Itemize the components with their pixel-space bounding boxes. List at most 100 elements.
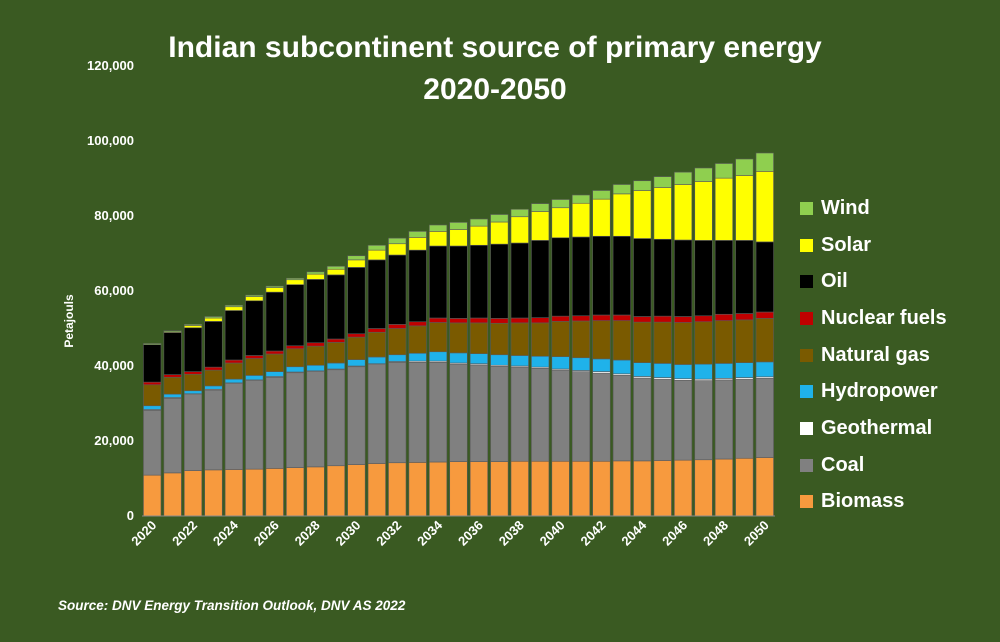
y-axis-label: Petajouls [62, 294, 76, 348]
bar-hydropower-2048 [714, 363, 734, 379]
bar-hydropower-2034 [428, 351, 448, 362]
chart-legend: Wind Solar Oil Nuclear fuels Natural gas Hydr… [800, 190, 947, 520]
bar-nuclear-fuels-2020 [143, 381, 162, 386]
bar-natural-gas-2023 [204, 369, 223, 387]
bar-oil-2048 [714, 240, 734, 315]
bar-biomass-2024 [224, 469, 243, 517]
bar-wind-2033 [408, 231, 427, 238]
bar-hydropower-2029 [326, 362, 346, 370]
bar-oil-2030 [347, 267, 366, 335]
legend-item-hydropower: Hydropower [800, 373, 947, 410]
legend-item-nuclear-fuels: Nuclear fuels [800, 300, 947, 337]
x-tick-label: 2022 [169, 518, 200, 549]
bar-oil-2032 [388, 254, 407, 325]
bar-nuclear-fuels-2026 [265, 350, 284, 355]
bar-natural-gas-2037 [490, 322, 509, 356]
bar-coal-2025 [245, 380, 264, 470]
bar-wind-2026 [265, 285, 284, 288]
bar-hydropower-2033 [408, 352, 427, 362]
y-tick-label: 120,000 [87, 58, 134, 73]
bar-oil-2035 [449, 245, 468, 319]
source-note: Source: DNV Energy Transition Outlook, D… [58, 598, 406, 613]
bar-nuclear-fuels-2023 [204, 366, 223, 371]
bar-oil-2022 [183, 327, 203, 372]
bar-coal-2035 [449, 363, 468, 462]
bar-coal-2024 [224, 383, 243, 470]
bar-wind-2028 [306, 271, 325, 275]
bar-wind-2045 [653, 176, 672, 188]
legend-swatch [800, 201, 813, 215]
legend-label: Oil [821, 270, 848, 293]
bar-oil-2049 [735, 240, 754, 314]
bar-coal-2041 [571, 371, 591, 462]
bar-biomass-2047 [694, 459, 713, 517]
x-tick-label: 2036 [455, 518, 486, 549]
bar-coal-2020 [143, 409, 162, 476]
bar-nuclear-fuels-2032 [388, 324, 407, 329]
bar-hydropower-2041 [571, 357, 591, 371]
legend-item-solar: Solar [800, 227, 947, 264]
bar-natural-gas-2034 [428, 322, 448, 353]
bar-hydropower-2044 [633, 362, 652, 377]
bar-biomass-2027 [286, 467, 305, 517]
bar-natural-gas-2025 [245, 358, 264, 376]
bar-nuclear-fuels-2044 [633, 316, 652, 323]
bar-natural-gas-2040 [551, 321, 570, 357]
bar-nuclear-fuels-2049 [735, 313, 754, 321]
bar-oil-2020 [143, 344, 162, 383]
bar-natural-gas-2027 [286, 348, 305, 368]
chart-title-line-1: Indian subcontinent source of primary en… [168, 31, 822, 64]
bar-wind-2038 [510, 208, 529, 218]
bar-solar-2031 [367, 249, 386, 261]
bar-biomass-2041 [571, 460, 591, 517]
bar-nuclear-fuels-2024 [224, 359, 243, 364]
bar-hydropower-2036 [469, 353, 489, 365]
bar-solar-2044 [633, 190, 652, 239]
bar-oil-2024 [224, 310, 243, 361]
legend-label: Geothermal [821, 416, 933, 439]
bar-coal-2043 [612, 375, 631, 462]
bar-oil-2023 [204, 321, 223, 368]
x-tick-label: 2028 [292, 518, 323, 549]
bar-wind-2029 [326, 265, 346, 270]
bar-biomass-2028 [306, 466, 325, 517]
bar-coal-2032 [388, 361, 407, 464]
bar-wind-2049 [735, 158, 754, 176]
bar-solar-2022 [183, 325, 203, 329]
bar-solar-2030 [347, 259, 366, 268]
bar-hydropower-2046 [674, 364, 693, 380]
bar-wind-2025 [245, 294, 264, 297]
x-tick-label: 2050 [741, 518, 772, 549]
bar-biomass-2023 [204, 469, 223, 517]
bar-nuclear-fuels-2040 [551, 315, 570, 322]
bar-nuclear-fuels-2028 [306, 342, 325, 347]
legend-item-natural-gas: Natural gas [800, 337, 947, 374]
bar-nuclear-fuels-2033 [408, 321, 427, 327]
x-tick-label: 2026 [251, 518, 282, 549]
bar-natural-gas-2032 [388, 328, 407, 356]
bar-wind-2022 [183, 324, 203, 326]
bar-solar-2041 [571, 202, 591, 238]
bar-nuclear-fuels-2045 [653, 315, 672, 323]
bar-wind-2030 [347, 255, 366, 261]
bar-wind-2048 [714, 163, 734, 179]
bar-coal-2036 [469, 364, 489, 462]
bar-oil-2047 [694, 240, 713, 317]
bar-wind-2024 [224, 304, 243, 308]
bar-hydropower-2037 [490, 354, 509, 366]
bar-solar-2028 [306, 273, 325, 280]
legend-swatch [800, 275, 813, 289]
bar-biomass-2040 [551, 460, 570, 517]
bar-coal-2022 [183, 394, 203, 471]
x-tick-label: 2048 [700, 518, 731, 549]
bar-coal-2034 [428, 361, 448, 463]
bar-solar-2042 [592, 198, 611, 237]
bar-coal-2049 [735, 378, 754, 459]
bar-nuclear-fuels-2047 [694, 315, 713, 323]
bar-oil-2031 [367, 259, 386, 329]
bar-coal-2044 [633, 377, 652, 462]
legend-swatch [800, 458, 813, 472]
bar-nuclear-fuels-2036 [469, 317, 489, 324]
bar-wind-2023 [204, 316, 223, 319]
